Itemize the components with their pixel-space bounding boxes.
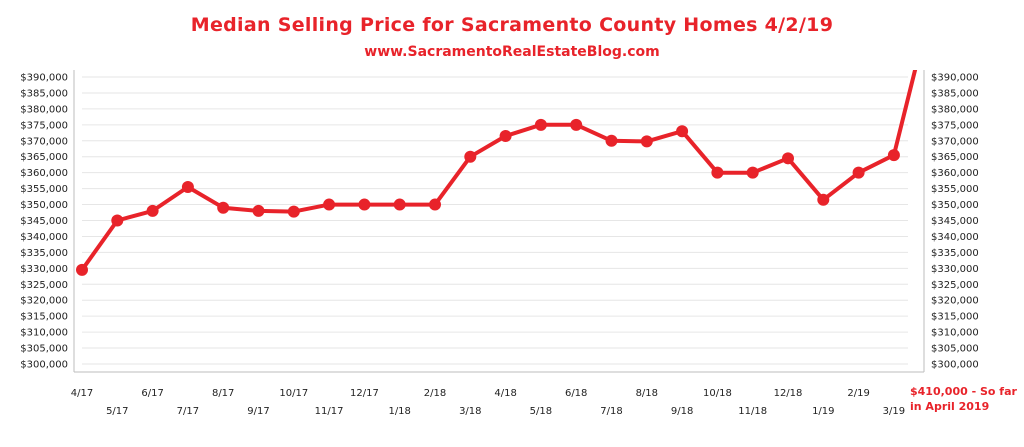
x-tick-label: 5/17 xyxy=(106,406,128,417)
y-tick-label-right: $365,000 xyxy=(931,152,979,163)
x-tick-label: 9/18 xyxy=(671,406,693,417)
data-point xyxy=(323,198,336,211)
x-tick-label: 11/18 xyxy=(738,406,767,417)
x-tick-label: 4/17 xyxy=(71,388,93,399)
chart-title: Median Selling Price for Sacramento Coun… xyxy=(190,14,834,36)
data-point xyxy=(429,198,441,211)
x-tick-label: 2/18 xyxy=(424,388,446,399)
y-tick-label-left: $335,000 xyxy=(20,248,68,259)
x-tick-label: 6/17 xyxy=(141,388,163,399)
data-point xyxy=(887,149,900,162)
y-tick-label-left: $350,000 xyxy=(20,200,68,211)
x-tick-label: 1/18 xyxy=(388,406,410,417)
y-tick-label-right: $330,000 xyxy=(931,264,979,275)
y-tick-label-right: $335,000 xyxy=(931,248,979,259)
y-tick-label-left: $390,000 xyxy=(20,73,68,84)
data-point xyxy=(746,166,759,179)
y-tick-label-left: $310,000 xyxy=(20,328,68,339)
april-annotation-line1: $410,000 - So far xyxy=(910,385,1017,398)
data-point xyxy=(181,181,194,194)
y-axis-left: $300,000 $305,000 $310,000 $315,000 $320,000… xyxy=(20,73,68,371)
y-tick-label-right: $360,000 xyxy=(931,168,979,179)
y-tick-label-left: $355,000 xyxy=(20,184,68,195)
x-tick-label: 10/18 xyxy=(703,388,732,399)
y-tick-label-left: $370,000 xyxy=(20,136,68,147)
data-point xyxy=(676,125,689,138)
y-tick-label-left: $320,000 xyxy=(20,296,68,307)
april-annotation-line2: in April 2019 xyxy=(910,400,989,413)
x-axis: 4/17 5/17 6/17 7/17 8/17 9/17 10/17 11/17 12/17 1… xyxy=(71,388,905,417)
data-point xyxy=(711,166,724,179)
x-tick-label: 3/18 xyxy=(459,406,481,417)
x-tick-label: 12/18 xyxy=(774,388,803,399)
x-tick-label: 7/18 xyxy=(600,406,622,417)
data-point xyxy=(570,118,583,131)
data-point xyxy=(464,150,477,163)
x-tick-label: 7/17 xyxy=(177,406,199,417)
x-tick-label: 6/18 xyxy=(565,388,587,399)
data-point xyxy=(287,205,300,218)
data-point xyxy=(358,198,371,211)
grid-lines xyxy=(82,76,908,365)
y-axis-right: $300,000 $305,000 $310,000 $315,000 $320,000… xyxy=(931,73,979,371)
data-point xyxy=(817,193,830,206)
x-tick-label: 8/18 xyxy=(636,388,658,399)
y-tick-label-left: $365,000 xyxy=(20,152,68,163)
y-tick-label-right: $390,000 xyxy=(931,73,979,84)
y-tick-label-left: $300,000 xyxy=(20,360,68,371)
x-tick-label: 5/18 xyxy=(530,406,552,417)
data-point xyxy=(499,129,512,142)
y-tick-label-left: $385,000 xyxy=(20,88,68,99)
y-tick-label-left: $340,000 xyxy=(20,232,68,243)
data-point xyxy=(146,204,159,217)
data-point xyxy=(393,198,406,211)
x-tick-label: 10/17 xyxy=(279,388,308,399)
y-tick-label-right: $325,000 xyxy=(931,280,979,291)
y-tick-label-left: $375,000 xyxy=(20,120,68,131)
y-tick-label-right: $375,000 xyxy=(931,120,979,131)
x-tick-label: 1/19 xyxy=(812,406,834,417)
x-tick-label: 12/17 xyxy=(350,388,379,399)
data-point xyxy=(605,134,618,147)
y-tick-label-right: $350,000 xyxy=(931,200,979,211)
axes xyxy=(73,70,925,373)
data-point xyxy=(852,166,865,179)
data-point xyxy=(534,118,547,131)
y-tick-label-left: $360,000 xyxy=(20,168,68,179)
y-tick-label-right: $380,000 xyxy=(931,104,979,115)
y-tick-label-right: $340,000 xyxy=(931,232,979,243)
x-tick-label: 4/18 xyxy=(494,388,516,399)
y-tick-label-right: $310,000 xyxy=(931,328,979,339)
y-tick-label-left: $330,000 xyxy=(20,264,68,275)
data-point xyxy=(640,135,653,148)
y-tick-label-left: $315,000 xyxy=(20,312,68,323)
data-point xyxy=(76,263,88,276)
x-tick-label: 8/17 xyxy=(212,388,234,399)
data-point xyxy=(217,201,230,214)
y-tick-label-right: $320,000 xyxy=(931,296,979,307)
x-tick-label: 2/19 xyxy=(847,388,869,399)
y-tick-label-right: $385,000 xyxy=(931,88,979,99)
y-tick-label-right: $305,000 xyxy=(931,344,979,355)
y-tick-label-left: $305,000 xyxy=(20,344,68,355)
y-tick-label-left: $380,000 xyxy=(20,104,68,115)
data-point xyxy=(252,204,265,217)
x-tick-label: 9/17 xyxy=(247,406,269,417)
data-point xyxy=(782,152,794,165)
series-markers xyxy=(76,118,900,276)
y-tick-label-right: $345,000 xyxy=(931,216,979,227)
y-tick-label-right: $355,000 xyxy=(931,184,979,195)
y-tick-label-right: $370,000 xyxy=(931,136,979,147)
x-tick-label: 11/17 xyxy=(315,406,344,417)
chart-subtitle: www.SacramentoRealEstateBlog.com xyxy=(364,44,660,60)
y-tick-label-left: $345,000 xyxy=(20,216,68,227)
y-tick-label-right: $315,000 xyxy=(931,312,979,323)
x-tick-label: 3/19 xyxy=(883,406,905,417)
data-point xyxy=(111,214,124,227)
y-tick-label-right: $300,000 xyxy=(931,360,979,371)
y-tick-label-left: $325,000 xyxy=(20,280,68,291)
